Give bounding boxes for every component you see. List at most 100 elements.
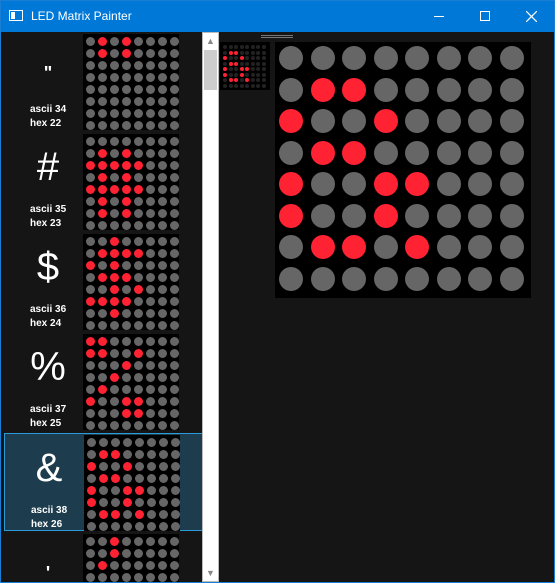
preview-led — [223, 72, 227, 77]
minimize-button[interactable] — [416, 1, 462, 32]
led-toggle[interactable] — [405, 235, 429, 259]
led-toggle[interactable] — [468, 46, 492, 70]
led-toggle[interactable] — [436, 266, 461, 291]
preview-led — [223, 78, 227, 82]
led-toggle[interactable] — [436, 77, 461, 102]
mini-led — [158, 197, 167, 206]
mini-led — [110, 297, 119, 306]
character-row[interactable]: " ascii 34 hex 22 — [4, 33, 202, 131]
led-toggle[interactable] — [279, 46, 303, 70]
led-toggle[interactable] — [373, 140, 398, 165]
mini-led — [86, 149, 95, 158]
led-toggle[interactable] — [405, 46, 429, 70]
character-row[interactable]: & ascii 38 hex 26 — [4, 433, 202, 531]
led-toggle[interactable] — [342, 109, 366, 133]
led-toggle[interactable] — [405, 77, 429, 102]
client-area: " ascii 34 hex 22 # ascii 35 hex 23 $ ascii 36 h… — [2, 32, 553, 582]
character-row[interactable]: % ascii 37 hex 25 — [4, 333, 202, 431]
scroll-up-button[interactable]: ▲ — [206, 36, 215, 46]
character-row[interactable]: 'ascii 39hex 27 — [4, 533, 202, 582]
led-toggle[interactable] — [279, 77, 303, 102]
splitter-grip[interactable] — [261, 35, 293, 38]
led-toggle[interactable] — [468, 172, 492, 196]
led-toggle[interactable] — [436, 172, 461, 196]
led-toggle[interactable] — [279, 266, 303, 291]
led-toggle[interactable] — [405, 140, 429, 165]
led-toggle[interactable] — [310, 235, 335, 259]
mini-led — [134, 97, 143, 106]
led-toggle[interactable] — [436, 140, 461, 165]
mini-led — [86, 573, 95, 582]
list-scrollbar[interactable]: ▲ ▼ — [202, 32, 219, 582]
led-toggle[interactable] — [310, 172, 335, 196]
led-toggle[interactable] — [342, 46, 366, 70]
led-toggle[interactable] — [279, 140, 303, 165]
led-toggle[interactable] — [468, 109, 492, 133]
led-toggle[interactable] — [499, 140, 524, 165]
led-toggle[interactable] — [468, 140, 492, 165]
led-toggle[interactable] — [342, 203, 366, 228]
led-toggle[interactable] — [405, 203, 429, 228]
led-toggle[interactable] — [468, 203, 492, 228]
mini-led — [158, 285, 167, 294]
led-toggle[interactable] — [373, 172, 398, 196]
led-toggle[interactable] — [373, 46, 398, 70]
led-toggle[interactable] — [373, 203, 398, 228]
led-toggle[interactable] — [499, 203, 524, 228]
led-toggle[interactable] — [436, 109, 461, 133]
title-bar[interactable]: LED Matrix Painter — [1, 1, 554, 32]
preview-led — [250, 78, 255, 82]
mini-led — [122, 61, 131, 70]
led-toggle[interactable] — [373, 77, 398, 102]
led-toggle[interactable] — [310, 203, 335, 228]
led-toggle[interactable] — [436, 46, 461, 70]
preview-led — [234, 50, 238, 55]
led-toggle[interactable] — [342, 235, 366, 259]
character-row[interactable]: # ascii 35 hex 23 — [4, 133, 202, 231]
led-toggle[interactable] — [342, 172, 366, 196]
character-row[interactable]: $ ascii 36 hex 24 — [4, 233, 202, 331]
mini-led — [134, 397, 143, 406]
close-button[interactable] — [508, 1, 554, 32]
mini-led — [134, 161, 143, 170]
led-toggle[interactable] — [373, 266, 398, 291]
led-toggle[interactable] — [468, 235, 492, 259]
led-toggle[interactable] — [405, 172, 429, 196]
led-toggle[interactable] — [436, 203, 461, 228]
led-toggle[interactable] — [279, 235, 303, 259]
led-toggle[interactable] — [499, 266, 524, 291]
led-toggle[interactable] — [468, 266, 492, 291]
led-toggle[interactable] — [310, 46, 335, 70]
led-toggle[interactable] — [499, 172, 524, 196]
led-toggle[interactable] — [436, 235, 461, 259]
mini-led — [86, 97, 95, 106]
mini-led — [111, 450, 120, 459]
led-toggle[interactable] — [310, 77, 335, 102]
character-list[interactable]: " ascii 34 hex 22 # ascii 35 hex 23 $ ascii 36 h… — [2, 32, 202, 582]
mini-led — [87, 462, 96, 471]
scroll-down-button[interactable]: ▼ — [206, 568, 215, 578]
led-toggle[interactable] — [405, 109, 429, 133]
led-toggle[interactable] — [373, 235, 398, 259]
led-toggle[interactable] — [279, 172, 303, 196]
led-toggle[interactable] — [499, 46, 524, 70]
led-toggle[interactable] — [310, 109, 335, 133]
led-toggle[interactable] — [499, 109, 524, 133]
led-toggle[interactable] — [310, 266, 335, 291]
led-toggle[interactable] — [310, 140, 335, 165]
led-toggle[interactable] — [279, 203, 303, 228]
led-toggle[interactable] — [499, 77, 524, 102]
led-toggle[interactable] — [342, 77, 366, 102]
led-toggle[interactable] — [468, 77, 492, 102]
scroll-thumb[interactable] — [204, 50, 217, 90]
led-toggle[interactable] — [342, 266, 366, 291]
led-toggle[interactable] — [499, 235, 524, 259]
led-toggle[interactable] — [373, 109, 398, 133]
maximize-button[interactable] — [462, 1, 508, 32]
led-toggle[interactable] — [405, 266, 429, 291]
led-matrix-editor[interactable] — [275, 42, 531, 298]
led-toggle[interactable] — [342, 140, 366, 165]
led-toggle[interactable] — [279, 109, 303, 133]
preview-led — [223, 45, 227, 49]
